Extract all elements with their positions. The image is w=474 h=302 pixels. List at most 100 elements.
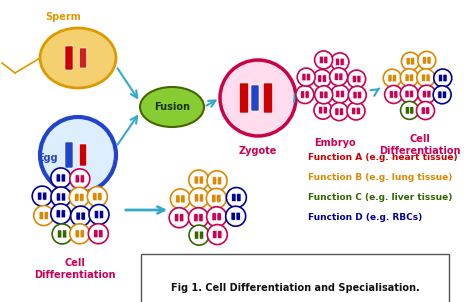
FancyBboxPatch shape bbox=[239, 83, 248, 113]
FancyBboxPatch shape bbox=[181, 195, 185, 203]
Circle shape bbox=[220, 60, 296, 136]
Text: Cell
Specialisation: Cell Specialisation bbox=[171, 258, 249, 280]
Circle shape bbox=[330, 103, 348, 120]
Text: Embryo: Embryo bbox=[314, 138, 356, 148]
Circle shape bbox=[207, 225, 228, 245]
Circle shape bbox=[314, 101, 332, 119]
FancyBboxPatch shape bbox=[405, 90, 409, 98]
FancyBboxPatch shape bbox=[301, 91, 305, 98]
FancyBboxPatch shape bbox=[80, 175, 84, 183]
FancyBboxPatch shape bbox=[237, 194, 241, 201]
FancyBboxPatch shape bbox=[410, 74, 414, 82]
FancyBboxPatch shape bbox=[421, 74, 426, 82]
FancyBboxPatch shape bbox=[65, 46, 73, 70]
FancyBboxPatch shape bbox=[100, 210, 104, 219]
FancyBboxPatch shape bbox=[75, 175, 80, 183]
FancyBboxPatch shape bbox=[318, 75, 322, 82]
Text: Function A (e.g. heart tissue): Function A (e.g. heart tissue) bbox=[308, 153, 457, 162]
FancyBboxPatch shape bbox=[76, 212, 80, 220]
FancyBboxPatch shape bbox=[426, 74, 430, 82]
FancyBboxPatch shape bbox=[218, 230, 222, 239]
Circle shape bbox=[71, 206, 91, 226]
FancyBboxPatch shape bbox=[422, 91, 427, 98]
Circle shape bbox=[169, 208, 189, 228]
FancyBboxPatch shape bbox=[217, 194, 221, 202]
Circle shape bbox=[189, 188, 209, 208]
FancyBboxPatch shape bbox=[212, 177, 217, 185]
Circle shape bbox=[296, 85, 314, 104]
FancyBboxPatch shape bbox=[422, 57, 427, 64]
FancyBboxPatch shape bbox=[322, 75, 326, 82]
Circle shape bbox=[418, 51, 436, 69]
FancyBboxPatch shape bbox=[43, 192, 47, 200]
Circle shape bbox=[297, 68, 315, 86]
FancyBboxPatch shape bbox=[39, 212, 44, 220]
FancyBboxPatch shape bbox=[319, 56, 323, 64]
Text: Zygote: Zygote bbox=[239, 146, 277, 156]
Circle shape bbox=[34, 206, 54, 226]
FancyBboxPatch shape bbox=[335, 108, 339, 115]
FancyBboxPatch shape bbox=[339, 108, 344, 115]
FancyBboxPatch shape bbox=[213, 230, 217, 239]
FancyBboxPatch shape bbox=[406, 58, 410, 65]
Circle shape bbox=[347, 102, 365, 120]
FancyBboxPatch shape bbox=[388, 75, 392, 82]
Circle shape bbox=[52, 224, 72, 244]
Circle shape bbox=[331, 53, 349, 71]
Circle shape bbox=[69, 187, 89, 207]
FancyBboxPatch shape bbox=[251, 85, 259, 111]
FancyBboxPatch shape bbox=[264, 83, 273, 113]
FancyBboxPatch shape bbox=[421, 107, 425, 114]
FancyBboxPatch shape bbox=[174, 214, 179, 222]
Circle shape bbox=[400, 85, 418, 103]
FancyBboxPatch shape bbox=[232, 194, 236, 201]
Circle shape bbox=[189, 225, 209, 245]
FancyBboxPatch shape bbox=[75, 193, 79, 201]
FancyBboxPatch shape bbox=[392, 75, 397, 82]
FancyBboxPatch shape bbox=[80, 48, 86, 68]
FancyBboxPatch shape bbox=[200, 231, 204, 239]
FancyBboxPatch shape bbox=[61, 210, 65, 218]
Circle shape bbox=[51, 168, 71, 188]
Circle shape bbox=[329, 68, 347, 86]
FancyBboxPatch shape bbox=[353, 92, 357, 99]
FancyBboxPatch shape bbox=[63, 230, 67, 238]
Circle shape bbox=[433, 86, 451, 104]
FancyBboxPatch shape bbox=[427, 91, 431, 98]
FancyBboxPatch shape bbox=[44, 212, 48, 220]
FancyBboxPatch shape bbox=[57, 230, 62, 238]
FancyBboxPatch shape bbox=[98, 193, 102, 201]
FancyBboxPatch shape bbox=[81, 212, 85, 220]
FancyBboxPatch shape bbox=[334, 73, 338, 80]
Text: Fig 1. Cell Differentiation and Specialisation.: Fig 1. Cell Differentiation and Speciali… bbox=[171, 283, 419, 293]
Circle shape bbox=[417, 69, 435, 87]
FancyBboxPatch shape bbox=[389, 91, 393, 98]
Circle shape bbox=[383, 69, 401, 87]
FancyBboxPatch shape bbox=[56, 174, 60, 182]
Circle shape bbox=[347, 70, 365, 88]
Circle shape bbox=[207, 207, 227, 227]
FancyBboxPatch shape bbox=[443, 74, 447, 82]
FancyBboxPatch shape bbox=[180, 214, 184, 222]
FancyBboxPatch shape bbox=[319, 107, 323, 114]
FancyBboxPatch shape bbox=[410, 58, 415, 65]
FancyBboxPatch shape bbox=[199, 194, 203, 202]
FancyBboxPatch shape bbox=[217, 213, 221, 221]
FancyBboxPatch shape bbox=[394, 91, 398, 98]
FancyBboxPatch shape bbox=[306, 73, 310, 81]
FancyBboxPatch shape bbox=[405, 74, 409, 82]
Text: Function D (e.g. RBCs): Function D (e.g. RBCs) bbox=[308, 214, 422, 223]
FancyBboxPatch shape bbox=[352, 107, 356, 115]
Circle shape bbox=[418, 85, 436, 103]
FancyBboxPatch shape bbox=[80, 230, 84, 238]
Circle shape bbox=[70, 169, 90, 189]
FancyBboxPatch shape bbox=[37, 192, 42, 200]
FancyBboxPatch shape bbox=[336, 90, 340, 98]
Circle shape bbox=[207, 171, 227, 191]
FancyBboxPatch shape bbox=[61, 193, 65, 201]
Circle shape bbox=[348, 86, 366, 104]
FancyBboxPatch shape bbox=[194, 231, 199, 239]
FancyBboxPatch shape bbox=[94, 210, 99, 219]
FancyBboxPatch shape bbox=[194, 214, 198, 222]
FancyBboxPatch shape bbox=[442, 91, 447, 98]
